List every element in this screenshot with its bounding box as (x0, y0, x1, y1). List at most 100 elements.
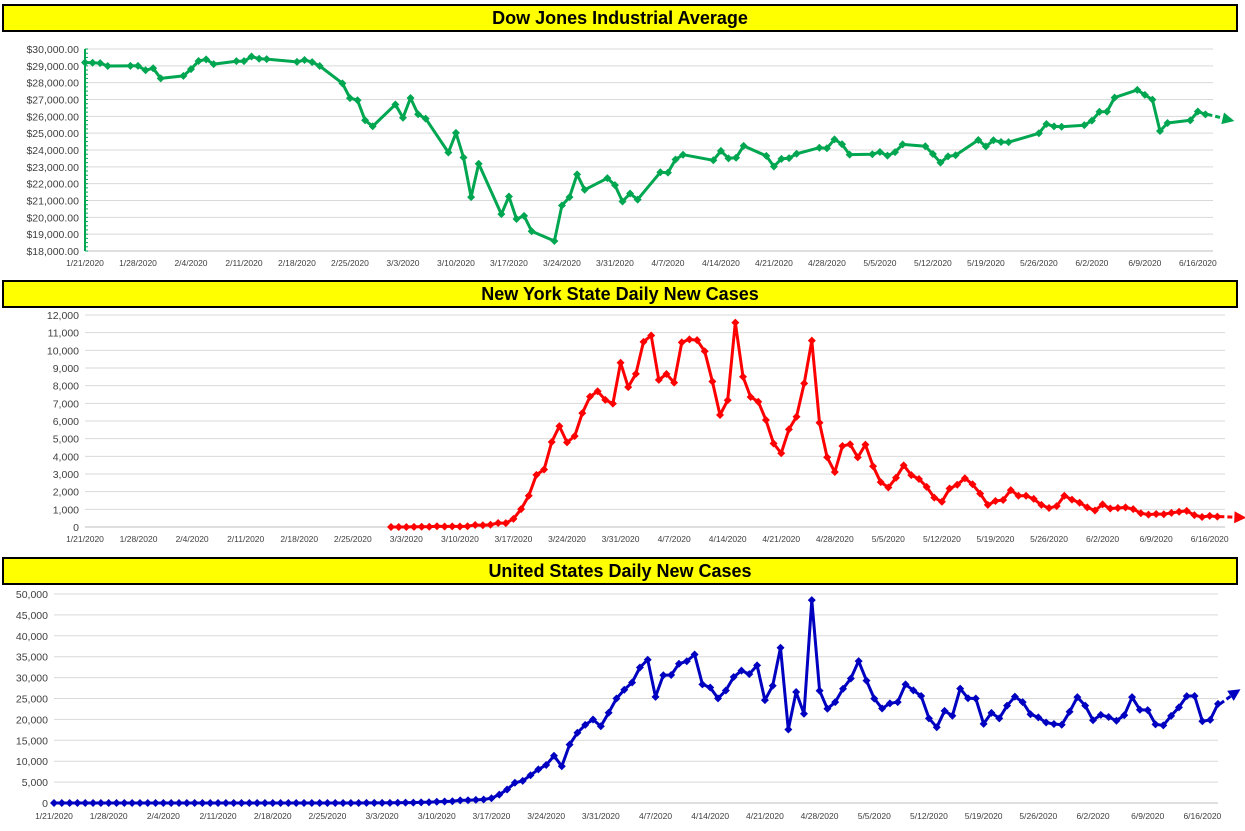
data-point (745, 670, 754, 679)
x-tick-label: 2/18/2020 (280, 534, 318, 544)
x-tick-label: 5/12/2020 (914, 258, 952, 268)
data-point (1106, 504, 1115, 513)
data-point (878, 704, 887, 713)
y-tick-label: 2,000 (53, 487, 79, 499)
x-tick-label: 4/14/2020 (709, 534, 747, 544)
data-point (229, 798, 238, 807)
data-point (991, 496, 1000, 505)
data-point (1089, 716, 1098, 725)
data-point (784, 425, 793, 434)
data-point (708, 377, 717, 386)
data-point (353, 96, 362, 105)
data-point (921, 142, 930, 151)
y-tick-label: 0 (73, 522, 79, 534)
data-point (1175, 507, 1184, 516)
series-line (54, 598, 1220, 805)
data-point (700, 347, 709, 356)
data-point (555, 422, 564, 431)
data-point (268, 799, 277, 807)
data-point (239, 57, 248, 66)
x-tick-label: 1/28/2020 (120, 534, 158, 544)
data-point (1073, 693, 1082, 702)
data-point (1144, 510, 1153, 519)
data-point (526, 771, 535, 780)
data-point (88, 58, 97, 67)
x-tick-label: 1/28/2020 (119, 258, 157, 268)
y-tick-label: 5,000 (22, 777, 48, 789)
y-tick-label: $26,000.00 (26, 111, 79, 123)
dow-jones-panel: Dow Jones Industrial Average $18,000.00 $… (0, 0, 1245, 276)
data-point (338, 79, 347, 88)
data-point (585, 392, 594, 401)
data-point (960, 474, 969, 483)
data-point (723, 396, 732, 405)
data-point (914, 475, 923, 484)
data-point (768, 681, 777, 690)
data-point (846, 674, 855, 683)
data-point (1110, 93, 1119, 102)
data-point (151, 799, 160, 807)
data-point (432, 522, 441, 531)
x-tick-label: 3/17/2020 (473, 811, 511, 821)
data-point (331, 798, 340, 807)
data-point (807, 596, 816, 605)
data-point (81, 798, 90, 807)
data-point (987, 708, 996, 717)
data-point (474, 159, 483, 168)
data-point (659, 671, 668, 680)
data-point (989, 136, 998, 145)
data-point (983, 500, 992, 509)
united-states-chart: 0 5,000 10,000 15,000 20,000 25,000 30,000 35,0… (16, 589, 1241, 821)
data-point (610, 181, 619, 190)
data-point (393, 798, 402, 807)
data-point (520, 211, 529, 220)
data-point (141, 66, 150, 75)
data-point (626, 189, 635, 198)
y-tick-label: 8,000 (53, 381, 79, 393)
x-tick-label: 6/2/2020 (1086, 534, 1119, 544)
data-point (1152, 509, 1161, 518)
data-point (639, 337, 648, 346)
data-point (1193, 107, 1202, 116)
data-point (563, 438, 572, 447)
data-point (387, 522, 396, 531)
y-tick-label: 7,000 (53, 398, 79, 410)
data-point (721, 686, 730, 695)
chart-title: Dow Jones Industrial Average (2, 4, 1238, 32)
data-point (846, 440, 855, 449)
data-point (651, 692, 660, 701)
data-point (120, 798, 129, 807)
data-point (618, 197, 627, 206)
data-point (471, 795, 480, 804)
x-tick-label: 5/19/2020 (967, 258, 1005, 268)
data-point (981, 142, 990, 151)
x-tick-label: 3/17/2020 (495, 534, 533, 544)
data-point (202, 55, 211, 64)
data-point (861, 440, 870, 449)
data-point (549, 751, 558, 760)
data-point (504, 192, 513, 201)
data-point (245, 799, 254, 807)
y-tick-label: 10,000 (47, 345, 79, 357)
data-point (497, 210, 506, 219)
data-point (362, 798, 371, 807)
data-point (1198, 717, 1207, 726)
data-point (315, 799, 324, 807)
data-point (815, 418, 824, 427)
x-tick-label: 3/24/2020 (548, 534, 586, 544)
data-point (1014, 491, 1023, 500)
y-tick-label: $25,000.00 (26, 128, 79, 140)
data-point (624, 383, 633, 392)
data-point (838, 441, 847, 450)
data-point (633, 195, 642, 204)
x-tick-label: 5/26/2020 (1030, 534, 1068, 544)
data-point (1163, 118, 1172, 127)
data-point (409, 798, 418, 807)
data-point (464, 796, 473, 805)
data-point (149, 64, 158, 73)
x-tick-label: 5/19/2020 (977, 534, 1015, 544)
data-point (909, 686, 918, 695)
data-point (883, 151, 892, 160)
data-point (440, 797, 449, 806)
data-point (459, 153, 468, 162)
